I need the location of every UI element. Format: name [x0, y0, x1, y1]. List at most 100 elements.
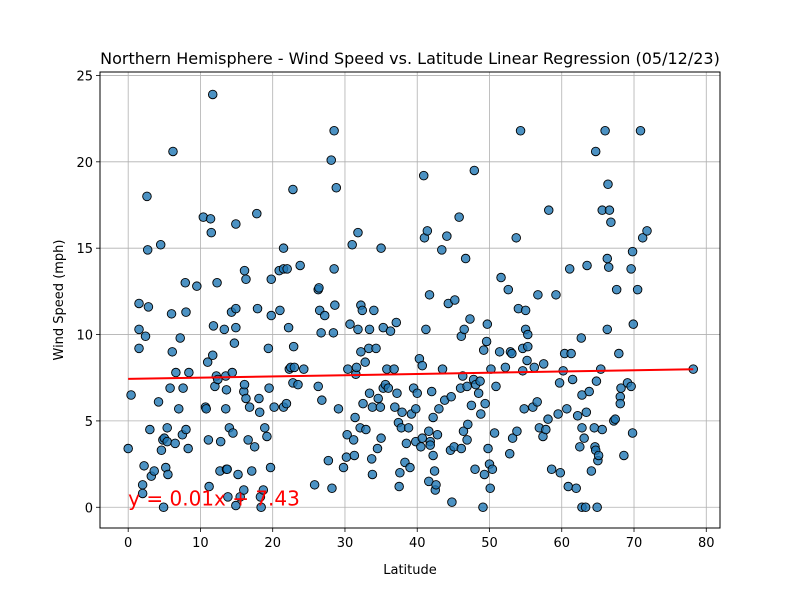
data-point [437, 245, 447, 255]
data-point [166, 309, 177, 319]
data-point [512, 426, 522, 437]
data-point [343, 364, 353, 374]
data-point [181, 424, 191, 435]
data-point [281, 398, 292, 409]
data-point [275, 305, 285, 316]
x-tick-label: 70 [626, 536, 643, 551]
data-point [475, 376, 485, 386]
data-point [258, 485, 269, 495]
data-point [470, 464, 480, 475]
data-point [482, 319, 493, 329]
data-point [494, 347, 505, 357]
data-point [575, 442, 585, 452]
data-point [319, 310, 330, 321]
data-point [403, 423, 414, 433]
regression-line-group [128, 368, 694, 380]
data-point [538, 359, 549, 369]
data-point [181, 307, 191, 317]
data-point [418, 170, 429, 181]
data-point [351, 362, 362, 373]
x-tick-label: 0 [124, 536, 132, 551]
data-point [592, 502, 602, 513]
x-tick-label: 80 [698, 536, 715, 551]
data-point [329, 125, 339, 136]
data-point [139, 461, 149, 471]
data-point [590, 146, 601, 157]
data-point [489, 428, 500, 438]
data-point [288, 184, 298, 195]
data-point [364, 388, 375, 399]
data-point [476, 409, 486, 419]
data-point [333, 404, 344, 414]
data-point [137, 488, 148, 499]
data-point [425, 440, 435, 450]
data-point [635, 125, 646, 136]
data-point [156, 445, 167, 456]
data-point [171, 367, 181, 378]
data-point [331, 182, 342, 193]
data-point [223, 492, 233, 502]
data-point [278, 243, 289, 253]
data-point [203, 435, 214, 445]
data-point [442, 231, 452, 241]
data-point [309, 480, 320, 490]
data-point [263, 343, 274, 354]
data-point [316, 328, 326, 338]
data-point [134, 324, 144, 335]
data-point [244, 402, 255, 412]
data-point [338, 462, 349, 473]
data-point [201, 404, 211, 414]
data-point [428, 412, 438, 423]
data-point [170, 438, 180, 449]
data-point [517, 366, 528, 376]
data-point [269, 402, 279, 412]
data-point [546, 464, 557, 475]
data-point [591, 376, 602, 386]
data-point [606, 217, 616, 228]
data-point [145, 424, 155, 435]
data-point [462, 435, 472, 445]
data-point [353, 324, 363, 335]
data-point [465, 314, 475, 324]
data-point [241, 393, 251, 404]
data-point [134, 343, 144, 354]
data-point [563, 481, 574, 492]
data-point [357, 305, 368, 316]
data-point [372, 443, 383, 454]
data-point [543, 205, 554, 215]
data-point [360, 357, 370, 367]
data-point [555, 467, 566, 478]
data-point [283, 322, 294, 333]
data-point [349, 450, 360, 461]
data-point [314, 283, 324, 293]
data-point [389, 364, 399, 374]
data-point [153, 397, 164, 407]
data-point [437, 364, 448, 374]
data-point [626, 264, 636, 274]
data-point [158, 502, 169, 513]
data-point [576, 333, 587, 343]
data-point [504, 448, 515, 459]
data-point [520, 305, 531, 316]
data-point [532, 397, 542, 407]
data-point [367, 402, 378, 412]
data-point [202, 357, 213, 367]
data-point [262, 431, 272, 442]
y-axis-ticks: 0 5 10 15 20 25 [76, 69, 100, 516]
data-point [515, 125, 526, 136]
data-point [207, 350, 218, 361]
y-tick-label: 10 [76, 329, 93, 344]
data-point [615, 398, 626, 409]
data-point [417, 433, 428, 443]
data-point [593, 450, 604, 461]
y-tick-label: 25 [76, 69, 93, 84]
data-point [326, 155, 336, 165]
data-point [252, 208, 262, 219]
data-point [473, 388, 484, 399]
data-point [589, 423, 600, 433]
data-point [416, 442, 426, 452]
data-point [572, 410, 583, 421]
data-point [142, 245, 153, 255]
data-point [507, 433, 518, 443]
data-point [395, 467, 405, 478]
